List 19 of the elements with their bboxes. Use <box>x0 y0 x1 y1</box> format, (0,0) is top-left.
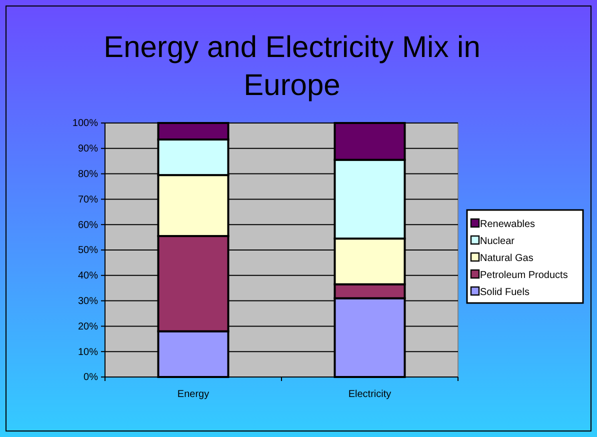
x-tick-label: Energy <box>177 389 210 400</box>
y-tick-label: 80% <box>78 169 98 180</box>
y-tick-label: 60% <box>78 220 98 231</box>
legend-label: Petroleum Products <box>480 270 568 281</box>
y-tick-label: 50% <box>78 245 98 256</box>
y-tick-label: 40% <box>78 270 98 282</box>
y-tick-label: 90% <box>78 144 98 155</box>
y-tick-label: 10% <box>78 346 98 358</box>
legend-label: Renewables <box>480 219 536 230</box>
y-tick-label: 100% <box>72 118 98 130</box>
legend-label: Solid Fuels <box>480 287 530 298</box>
legend-label: Nuclear <box>480 236 516 247</box>
y-tick-label: 20% <box>78 321 98 332</box>
x-tick-label: Electricity <box>348 389 392 400</box>
legend-label: Natural Gas <box>480 253 534 264</box>
y-tick-label: 0% <box>84 372 98 384</box>
y-tick-label: 70% <box>78 194 98 206</box>
chart-title: Energy and Electricity Mix in Europe <box>104 31 480 102</box>
y-tick-label: 30% <box>78 296 98 307</box>
